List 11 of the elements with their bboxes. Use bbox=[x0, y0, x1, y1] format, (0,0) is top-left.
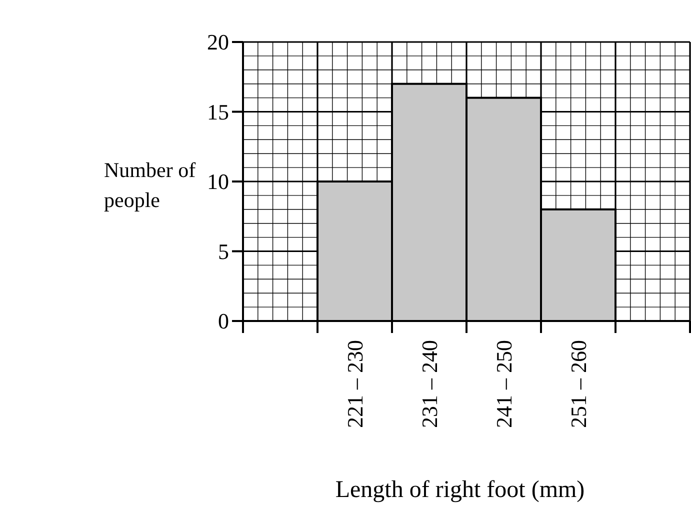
y-axis-title: Number of people bbox=[104, 158, 196, 212]
x-tick-label: 221 – 230 bbox=[342, 340, 368, 428]
x-axis-title: Length of right foot (mm) bbox=[335, 477, 585, 503]
y-tick-label: 0 bbox=[218, 308, 229, 334]
y-tick-label: 10 bbox=[207, 169, 229, 194]
x-tick-label: 251 – 260 bbox=[566, 340, 591, 428]
y-tick-label: 20 bbox=[207, 30, 229, 55]
y-tick-label: 15 bbox=[207, 99, 229, 124]
y-tick-label: 5 bbox=[218, 238, 229, 264]
x-tick-label: 241 – 250 bbox=[491, 340, 516, 428]
x-tick-label: 231 – 240 bbox=[416, 340, 442, 428]
